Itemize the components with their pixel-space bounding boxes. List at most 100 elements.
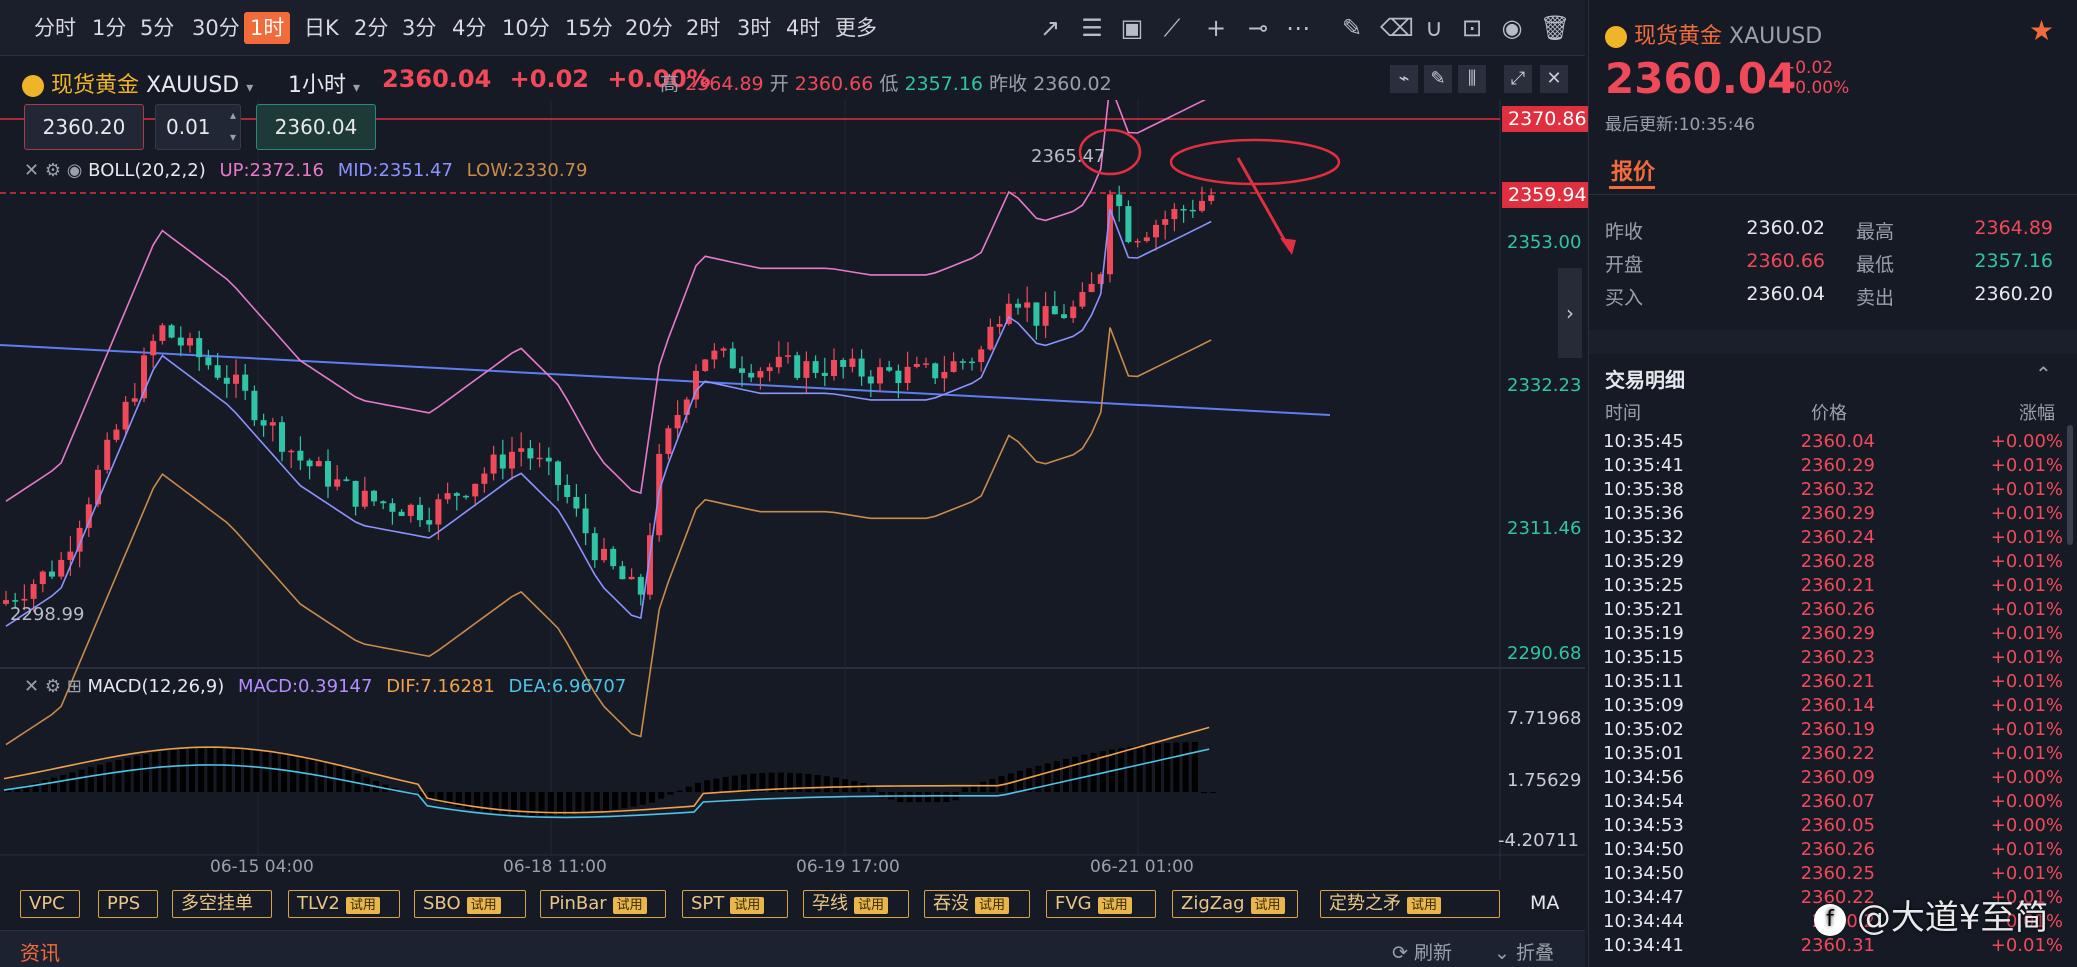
candle-body <box>39 571 46 585</box>
quantity-stepper[interactable]: 0.01 ▴ ▾ <box>155 104 241 150</box>
macd-bar-up <box>1063 758 1069 792</box>
timeframe-0[interactable]: 分时 <box>34 16 76 40</box>
trade-price: 2360.26 <box>1800 599 1875 620</box>
trend-line <box>0 344 1331 416</box>
price-chart[interactable] <box>0 100 1585 880</box>
chevron-up-icon[interactable]: ▴ <box>229 108 236 122</box>
candle-body <box>711 350 718 360</box>
close-icon[interactable]: ✕ <box>24 676 40 697</box>
trial-badge: 试用 <box>466 897 501 914</box>
quote-prev-label: 昨收 <box>1605 221 1644 243</box>
chart-type-icon[interactable]: ⌁ <box>1390 65 1418 93</box>
timeframe-3[interactable]: 30分 <box>192 16 240 40</box>
chevron-right-icon[interactable]: › <box>1558 268 1582 358</box>
horizontal-line-icon[interactable]: ⊸ <box>1247 14 1269 42</box>
indicator-button[interactable]: SPT 试用 <box>682 890 788 918</box>
macd-bar-down <box>492 792 499 814</box>
eye-icon[interactable]: ◉ <box>1501 14 1523 42</box>
refresh-button[interactable]: ⟳ 刷新 <box>1392 938 1452 965</box>
macd-bar-up <box>106 762 113 792</box>
macd-bar-down <box>501 792 508 815</box>
expand-icon[interactable]: ⤢ <box>1504 65 1532 93</box>
indicator-button[interactable]: 孕线 试用 <box>803 890 909 918</box>
timeframe-1[interactable]: 1分 <box>92 16 127 40</box>
timeframe-9[interactable]: 10分 <box>502 16 550 40</box>
trash-icon[interactable]: 🗑 <box>1540 14 1571 42</box>
chevron-up-icon[interactable]: ⌃ <box>2035 362 2052 386</box>
candle-body <box>545 457 552 462</box>
crosshair-icon[interactable]: + <box>1205 14 1227 42</box>
indicator-button[interactable]: ZigZag 试用 <box>1172 890 1298 918</box>
eye-icon[interactable]: ◉ <box>66 160 83 181</box>
edit-icon[interactable]: ✎ <box>1341 14 1363 42</box>
eraser-icon[interactable]: ⌫ <box>1380 14 1414 42</box>
candle-body <box>1153 224 1159 238</box>
timeframe-7[interactable]: 3分 <box>402 16 437 40</box>
timeframe-2[interactable]: 5分 <box>140 16 175 40</box>
add-icon[interactable]: ⊞ <box>66 676 82 697</box>
tab-quote[interactable]: 报价 <box>1611 160 1656 185</box>
symbol-selector[interactable]: 现货黄金 XAUUSD ▾ <box>22 67 253 99</box>
image-icon[interactable]: ▣ <box>1120 14 1144 42</box>
trade-price: 2360.05 <box>1800 815 1875 836</box>
indicator-button[interactable]: 多空挂单 <box>172 890 272 918</box>
macd-bar-up <box>1201 791 1207 793</box>
trade-change: +0.01% <box>1990 887 2063 908</box>
close-icon[interactable]: ✕ <box>24 160 40 181</box>
trade-change: +0.00% <box>1990 815 2063 836</box>
interval-selector[interactable]: 1小时 ▾ <box>288 67 360 99</box>
timeframe-15[interactable]: 更多 <box>835 16 877 40</box>
macd-bar-up <box>833 777 839 792</box>
unlock-icon[interactable]: ⊡ <box>1461 14 1483 42</box>
timeframe-6[interactable]: 2分 <box>354 16 389 40</box>
indicator-button[interactable]: SBO 试用 <box>414 890 526 918</box>
timeframe-12[interactable]: 2时 <box>686 16 721 40</box>
timeframe-11[interactable]: 20分 <box>625 16 673 40</box>
draw-icon[interactable]: ✎ <box>1424 65 1452 93</box>
timeframe-4[interactable]: 1时 <box>244 12 291 44</box>
scrollbar[interactable] <box>2067 425 2073 545</box>
trade-change: +0.01% <box>1990 695 2063 716</box>
trend-line-icon[interactable]: ↗ <box>1039 14 1061 42</box>
indicator-label: PPS <box>107 893 141 914</box>
timeframe-14[interactable]: 4时 <box>786 16 821 40</box>
indicator-button[interactable]: 定势之矛 试用 <box>1320 890 1500 918</box>
timeframe-10[interactable]: 15分 <box>565 16 613 40</box>
indicator-button[interactable]: VPC <box>20 890 80 918</box>
news-title[interactable]: 资讯 <box>20 941 60 965</box>
chevron-down-icon[interactable]: ▾ <box>229 130 236 144</box>
candle-body <box>766 367 773 372</box>
macd-bar-up <box>1081 754 1088 792</box>
magnet-icon[interactable]: ∪ <box>1425 14 1443 42</box>
star-icon[interactable]: ★ <box>2029 14 2055 47</box>
indicator-button[interactable]: PinBar 试用 <box>540 890 666 918</box>
gear-icon[interactable]: ⚙ <box>44 160 61 181</box>
indicator-button[interactable]: 吞没 试用 <box>924 890 1030 918</box>
trade-row: 10:35:36 2360.29 +0.01% <box>1603 503 2063 527</box>
trade-price: 2360.29 <box>1800 623 1875 644</box>
macd-bar-up <box>823 776 830 792</box>
timeframe-8[interactable]: 4分 <box>452 16 487 40</box>
candle-body <box>610 548 617 567</box>
indicator-button[interactable]: FVG 试用 <box>1046 890 1156 918</box>
fibonacci-icon[interactable]: ☰ <box>1081 14 1103 42</box>
candles-icon[interactable]: ⫼ <box>1458 65 1486 93</box>
sell-price-box[interactable]: 2360.20 <box>24 104 144 150</box>
ma-button[interactable]: MA <box>1530 892 1560 914</box>
timeframe-5[interactable]: 日K <box>304 16 339 40</box>
indicator-button[interactable]: PPS <box>98 890 158 918</box>
indicator-button[interactable]: TLV2 试用 <box>288 890 400 918</box>
divider <box>1589 194 2077 195</box>
candle-body <box>306 460 313 467</box>
gear-icon[interactable]: ⚙ <box>44 676 61 697</box>
macd-bar-up <box>170 749 177 792</box>
candle-body <box>1125 206 1132 243</box>
close-icon[interactable]: ✕ <box>1540 65 1568 93</box>
line-chart-icon[interactable]: ⟋ <box>1163 14 1181 42</box>
more-tools-icon[interactable]: ⋯ <box>1286 14 1310 42</box>
buy-price-box[interactable]: 2360.04 <box>256 104 376 150</box>
timeframe-13[interactable]: 3时 <box>737 16 772 40</box>
macd-bar-up <box>124 757 131 792</box>
macd-bar-down <box>915 792 922 803</box>
collapse-button[interactable]: ⌄ 折叠 <box>1494 938 1554 965</box>
